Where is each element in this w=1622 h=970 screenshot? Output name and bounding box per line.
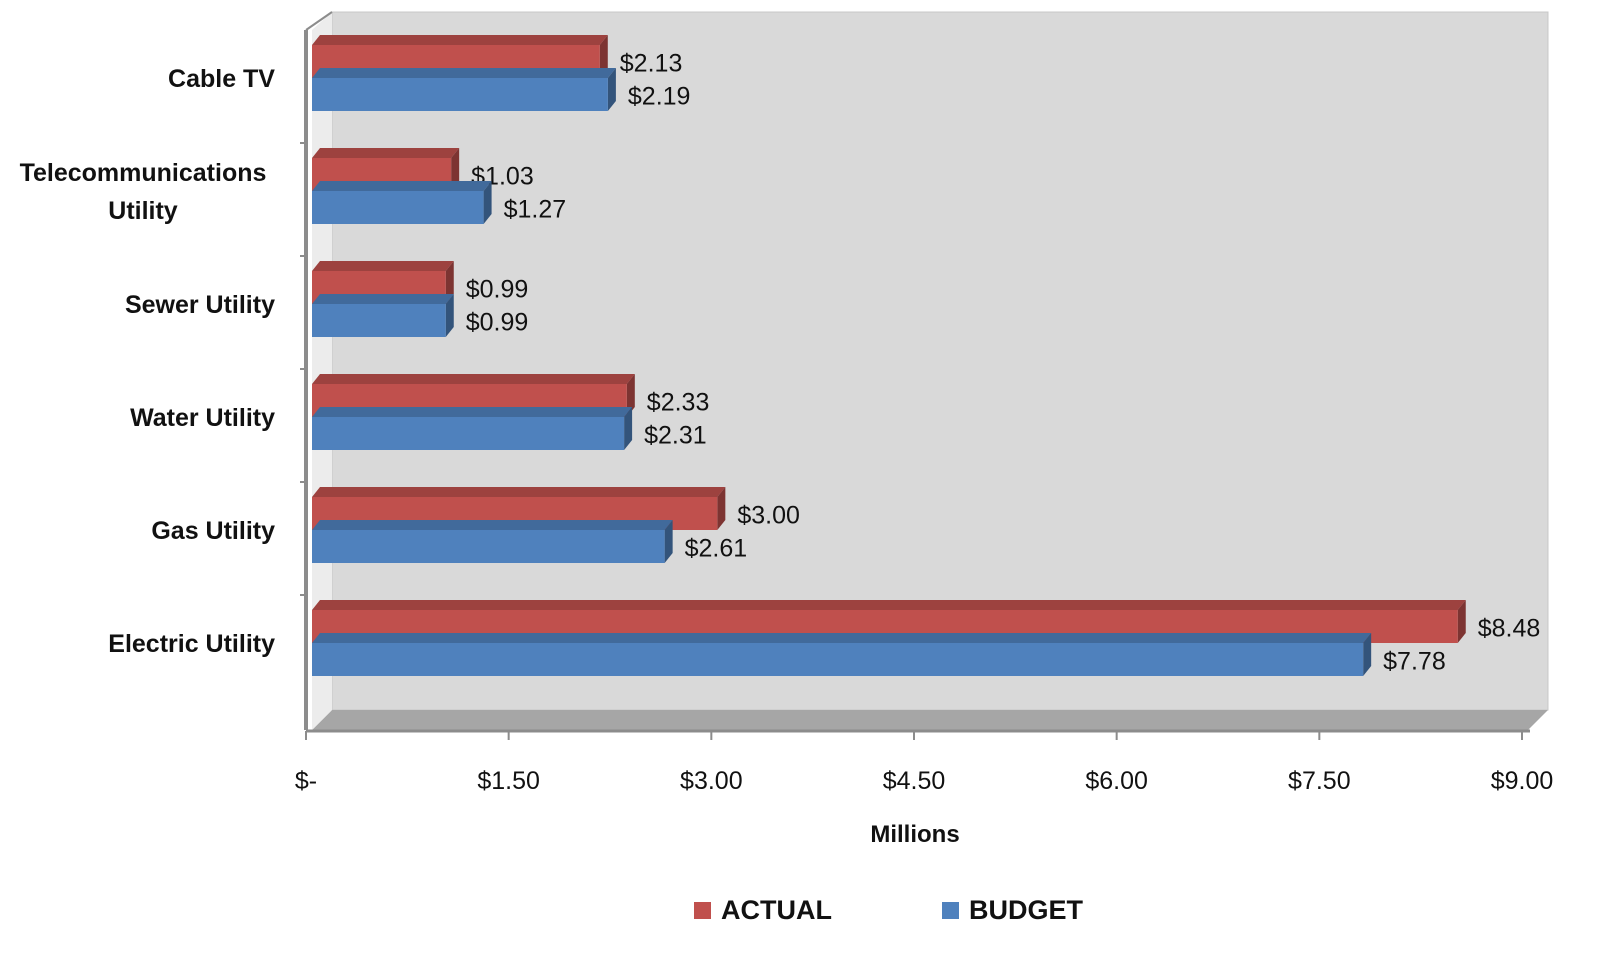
- x-tick-label: $4.50: [883, 767, 946, 795]
- x-tick-label: $1.50: [477, 767, 540, 795]
- bar-end-face: [717, 487, 726, 530]
- bar-top-face: [312, 294, 454, 304]
- bar-top-face: [312, 407, 633, 417]
- bar-top-face: [312, 633, 1372, 643]
- category-label: Gas Utility: [151, 517, 275, 545]
- bar-end-face: [445, 261, 454, 304]
- bar-top-face: [312, 520, 673, 530]
- bar-top-face: [312, 148, 460, 158]
- bar-budget-5: [312, 530, 665, 563]
- x-tick-label: $-: [295, 767, 317, 795]
- bar-budget-3: [312, 304, 446, 337]
- value-label: $0.99: [466, 309, 529, 337]
- value-label: $1.27: [504, 196, 567, 224]
- bar-top-face: [312, 487, 726, 497]
- plot-floor: [312, 710, 1548, 730]
- x-tick-label: $6.00: [1085, 767, 1148, 795]
- bar-end-face: [599, 35, 608, 78]
- legend-label-actual: ACTUAL: [721, 895, 832, 925]
- bar-end-face: [483, 181, 492, 224]
- bar-end-face: [451, 148, 460, 191]
- bar-top-face: [312, 35, 608, 45]
- bar-end-face: [607, 68, 616, 111]
- category-label: Telecommunications: [20, 159, 267, 187]
- value-label: $2.13: [620, 50, 683, 78]
- bar-end-face: [1363, 633, 1372, 676]
- y-axis-top-edge: [305, 11, 333, 31]
- bar-budget-4: [312, 417, 625, 450]
- bar-top-face: [312, 181, 492, 191]
- category-label: Utility: [108, 197, 178, 225]
- bar-top-face: [312, 261, 454, 271]
- bar-budget-1: [312, 78, 608, 111]
- bar-end-face: [664, 520, 673, 563]
- legend-swatch-budget: [942, 902, 959, 919]
- bar-budget-6: [312, 643, 1364, 676]
- value-label: $8.48: [1478, 615, 1541, 643]
- x-tick-label: $7.50: [1288, 767, 1351, 795]
- bar-end-face: [624, 407, 633, 450]
- category-label: Water Utility: [130, 404, 275, 432]
- value-label: $2.31: [644, 422, 707, 450]
- x-tick-label: $3.00: [680, 767, 743, 795]
- value-label: $7.78: [1383, 648, 1446, 676]
- x-axis-title: Millions: [870, 821, 959, 848]
- bar-budget-2: [312, 191, 484, 224]
- legend-label-budget: BUDGET: [969, 895, 1084, 925]
- bar-top-face: [312, 68, 616, 78]
- x-tick-label: $9.00: [1491, 767, 1554, 795]
- category-label: Cable TV: [168, 65, 275, 93]
- bar-top-face: [312, 600, 1466, 610]
- bar-end-face: [445, 294, 454, 337]
- value-label: $3.00: [737, 502, 800, 530]
- bar-top-face: [312, 374, 635, 384]
- category-label: Sewer Utility: [125, 291, 275, 319]
- value-label: $2.33: [647, 389, 710, 417]
- legend-swatch-actual: [694, 902, 711, 919]
- category-label: Electric Utility: [108, 630, 275, 658]
- bar-end-face: [626, 374, 635, 417]
- bar-end-face: [1457, 600, 1466, 643]
- value-label: $2.61: [685, 535, 748, 563]
- value-label: $0.99: [466, 276, 529, 304]
- value-label: $2.19: [628, 83, 691, 111]
